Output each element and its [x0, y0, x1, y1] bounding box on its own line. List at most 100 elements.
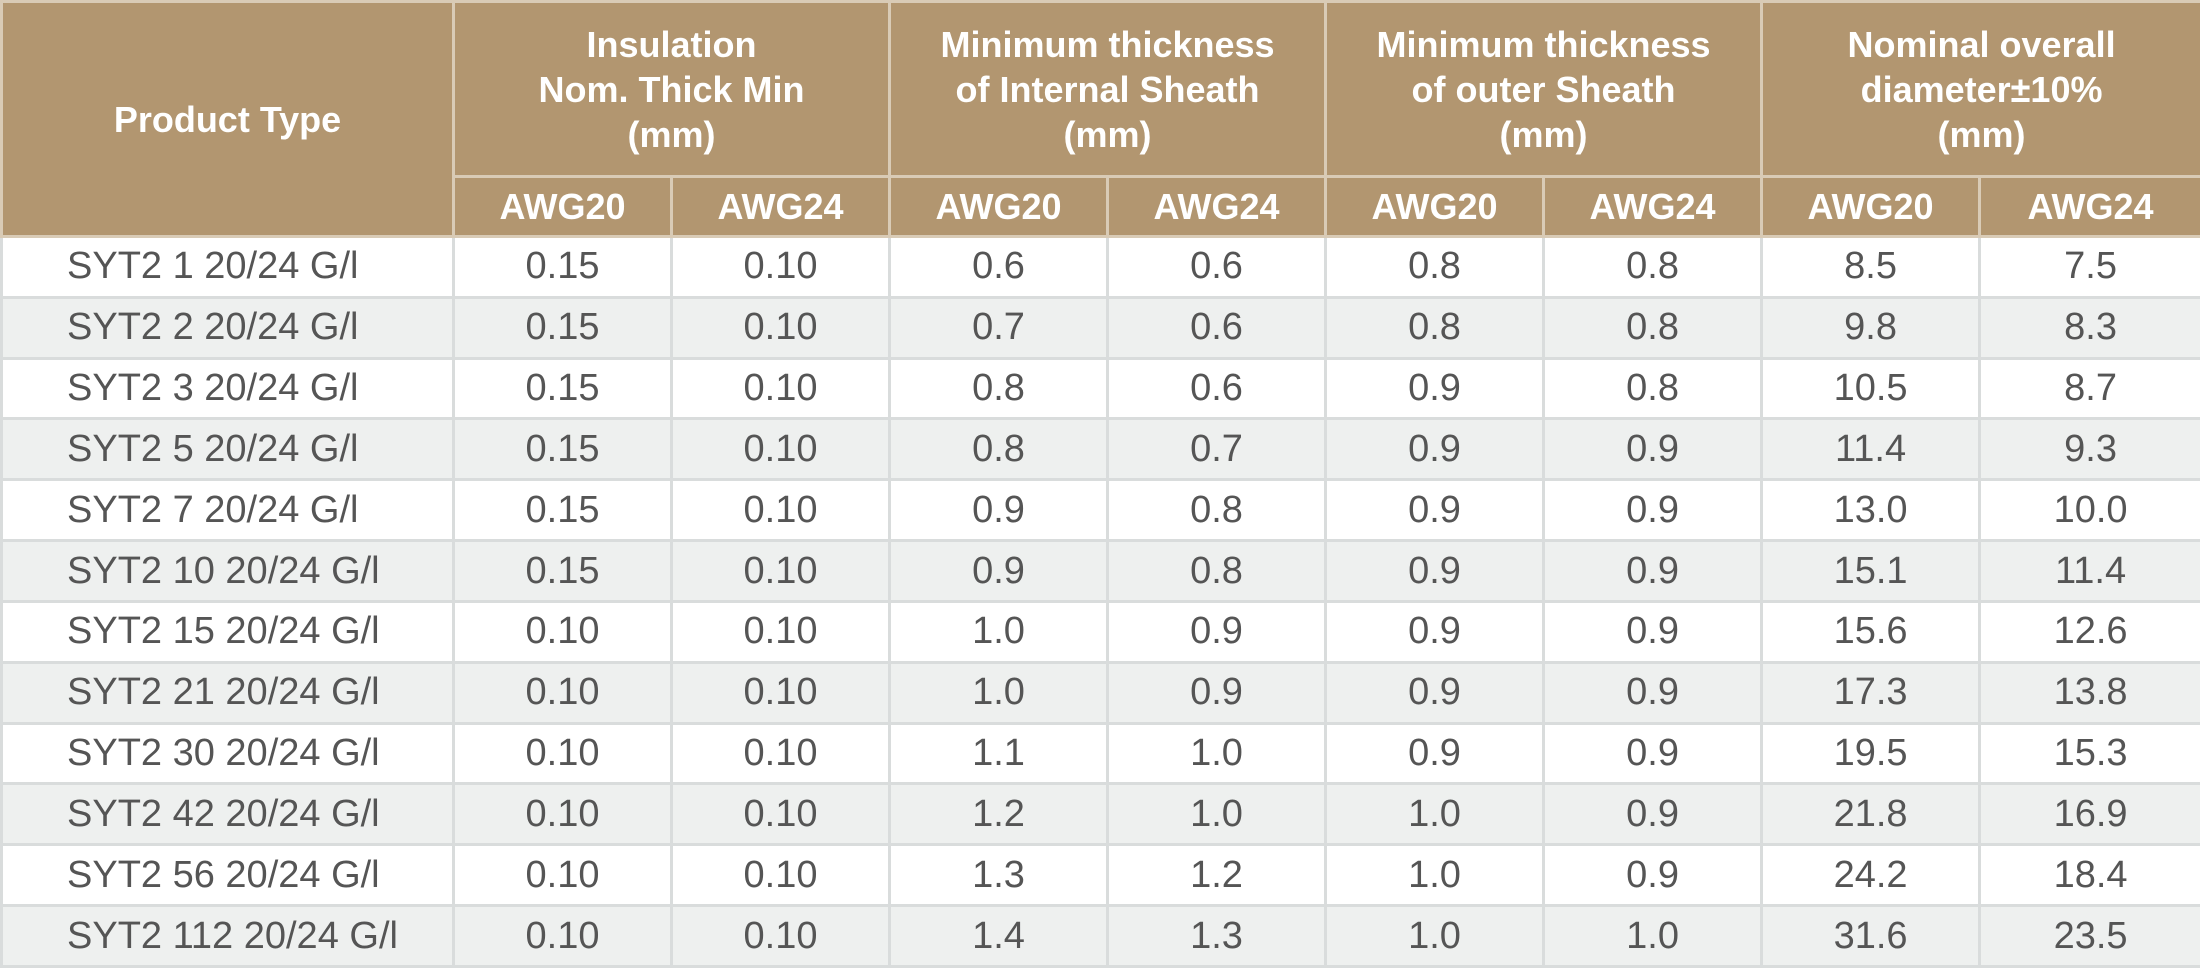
value-cell: 11.4 — [1978, 539, 2200, 603]
value-cell: 0.9 — [1542, 721, 1764, 786]
table-row: SYT2 30 20/24 G/l 0.10 0.10 1.1 1.0 0.9 0.9 19.… — [0, 721, 2200, 786]
value-cell: 1.0 — [1324, 904, 1546, 968]
product-type-cell: SYT2 42 20/24 G/l — [0, 782, 455, 847]
value-cell: 7.5 — [1978, 235, 2200, 299]
value-cell: 1.4 — [888, 904, 1110, 968]
value-cell: 0.8 — [888, 417, 1110, 482]
header-line: Minimum thickness — [1376, 23, 1711, 65]
value-cell: 10.5 — [1760, 356, 1982, 421]
table-row: SYT2 56 20/24 G/l 0.10 0.10 1.3 1.2 1.0 0.9 24.… — [0, 843, 2200, 908]
value-cell: 0.15 — [452, 295, 673, 360]
value-cell: 0.9 — [1542, 417, 1764, 482]
value-cell: 1.0 — [888, 660, 1110, 725]
awg-subheader: AWG20 — [452, 175, 673, 238]
header-line: Insulation — [586, 23, 757, 65]
value-cell: 21.8 — [1760, 782, 1982, 847]
value-cell: 0.10 — [669, 904, 892, 968]
value-cell: 0.9 — [1542, 599, 1764, 664]
product-type-cell: SYT2 21 20/24 G/l — [0, 660, 455, 725]
table-row: SYT2 3 20/24 G/l 0.15 0.10 0.8 0.6 0.9 0.8 10.5… — [0, 356, 2200, 421]
table-row: SYT2 21 20/24 G/l 0.10 0.10 1.0 0.9 0.9 0.9 17.… — [0, 660, 2200, 725]
value-cell: 0.10 — [669, 356, 892, 421]
table-row: SYT2 5 20/24 G/l 0.15 0.10 0.8 0.7 0.9 0.9 11.4… — [0, 417, 2200, 482]
value-cell: 0.6 — [1106, 295, 1328, 360]
value-cell: 0.10 — [669, 599, 892, 664]
value-cell: 0.9 — [1542, 478, 1764, 543]
product-type-cell: SYT2 112 20/24 G/l — [0, 904, 455, 968]
header-line: (mm) — [627, 113, 716, 155]
header-line: (mm) — [1063, 113, 1152, 155]
value-cell: 0.15 — [452, 235, 673, 299]
value-cell: 1.3 — [1106, 904, 1328, 968]
product-type-header: Product Type — [0, 0, 455, 238]
value-cell: 0.8 — [1106, 539, 1328, 603]
awg-subheader: AWG24 — [1106, 175, 1328, 238]
header-line: Nom. Thick Min — [538, 68, 805, 110]
table-row: SYT2 1 20/24 G/l 0.15 0.10 0.6 0.6 0.8 0.8 8.5 7… — [0, 235, 2200, 299]
value-cell: 1.0 — [1106, 782, 1328, 847]
table-row: SYT2 7 20/24 G/l 0.15 0.10 0.9 0.8 0.9 0.9 13.0… — [0, 478, 2200, 543]
value-cell: 0.9 — [1324, 539, 1546, 603]
value-cell: 1.1 — [888, 721, 1110, 786]
value-cell: 0.9 — [1324, 417, 1546, 482]
header-line: (mm) — [1937, 113, 2026, 155]
value-cell: 16.9 — [1978, 782, 2200, 847]
value-cell: 0.15 — [452, 478, 673, 543]
awg-subheader: AWG24 — [1978, 175, 2200, 238]
value-cell: 15.1 — [1760, 539, 1982, 603]
value-cell: 18.4 — [1978, 843, 2200, 908]
value-cell: 0.9 — [1542, 539, 1764, 603]
value-cell: 1.2 — [1106, 843, 1328, 908]
value-cell: 0.9 — [1542, 660, 1764, 725]
value-cell: 0.10 — [452, 904, 673, 968]
header-line: (mm) — [1499, 113, 1588, 155]
value-cell: 1.0 — [1106, 721, 1328, 786]
value-cell: 1.2 — [888, 782, 1110, 847]
value-cell: 8.3 — [1978, 295, 2200, 360]
value-cell: 9.3 — [1978, 417, 2200, 482]
value-cell: 0.10 — [669, 539, 892, 603]
value-cell: 15.3 — [1978, 721, 2200, 786]
value-cell: 0.8 — [1542, 295, 1764, 360]
value-cell: 0.10 — [452, 782, 673, 847]
product-type-cell: SYT2 15 20/24 G/l — [0, 599, 455, 664]
awg-subheader: AWG20 — [888, 175, 1110, 238]
awg-subheader: AWG20 — [1324, 175, 1546, 238]
header-row-awg: AWG20 AWG24 AWG20 AWG24 AWG20 AWG24 AWG2… — [2, 175, 2200, 238]
header-line: of Internal Sheath — [955, 68, 1260, 110]
value-cell: 31.6 — [1760, 904, 1982, 968]
value-cell: 12.6 — [1978, 599, 2200, 664]
value-cell: 0.8 — [888, 356, 1110, 421]
header-line: diameter±10% — [1860, 68, 2103, 110]
table-row: SYT2 112 20/24 G/l 0.10 0.10 1.4 1.3 1.0 1.0 31… — [0, 904, 2200, 968]
value-cell: 0.10 — [669, 782, 892, 847]
value-cell: 0.15 — [452, 356, 673, 421]
value-cell: 0.15 — [452, 539, 673, 603]
value-cell: 24.2 — [1760, 843, 1982, 908]
outer-sheath-header: Minimum thickness of outer Sheath (mm) — [1324, 0, 1764, 178]
value-cell: 0.10 — [669, 235, 892, 299]
value-cell: 0.10 — [669, 417, 892, 482]
value-cell: 1.0 — [888, 599, 1110, 664]
value-cell: 0.10 — [669, 843, 892, 908]
value-cell: 0.7 — [1106, 417, 1328, 482]
value-cell: 0.10 — [452, 599, 673, 664]
table-row: SYT2 10 20/24 G/l 0.15 0.10 0.9 0.8 0.9 0.9 15.… — [0, 539, 2200, 603]
value-cell: 0.9 — [1324, 356, 1546, 421]
value-cell: 9.8 — [1760, 295, 1982, 360]
header-line: of outer Sheath — [1411, 68, 1676, 110]
value-cell: 0.8 — [1106, 478, 1328, 543]
value-cell: 0.6 — [1106, 356, 1328, 421]
value-cell: 0.9 — [1542, 782, 1764, 847]
value-cell: 0.10 — [452, 843, 673, 908]
value-cell: 0.10 — [452, 721, 673, 786]
value-cell: 0.8 — [1324, 295, 1546, 360]
value-cell: 0.6 — [888, 235, 1110, 299]
table-row: SYT2 15 20/24 G/l 0.10 0.10 1.0 0.9 0.9 0.9 15.… — [0, 599, 2200, 664]
value-cell: 23.5 — [1978, 904, 2200, 968]
value-cell: 8.5 — [1760, 235, 1982, 299]
header-line: Nominal overall — [1847, 23, 2116, 65]
value-cell: 0.9 — [1324, 478, 1546, 543]
product-type-cell: SYT2 3 20/24 G/l — [0, 356, 455, 421]
value-cell: 0.9 — [1542, 843, 1764, 908]
